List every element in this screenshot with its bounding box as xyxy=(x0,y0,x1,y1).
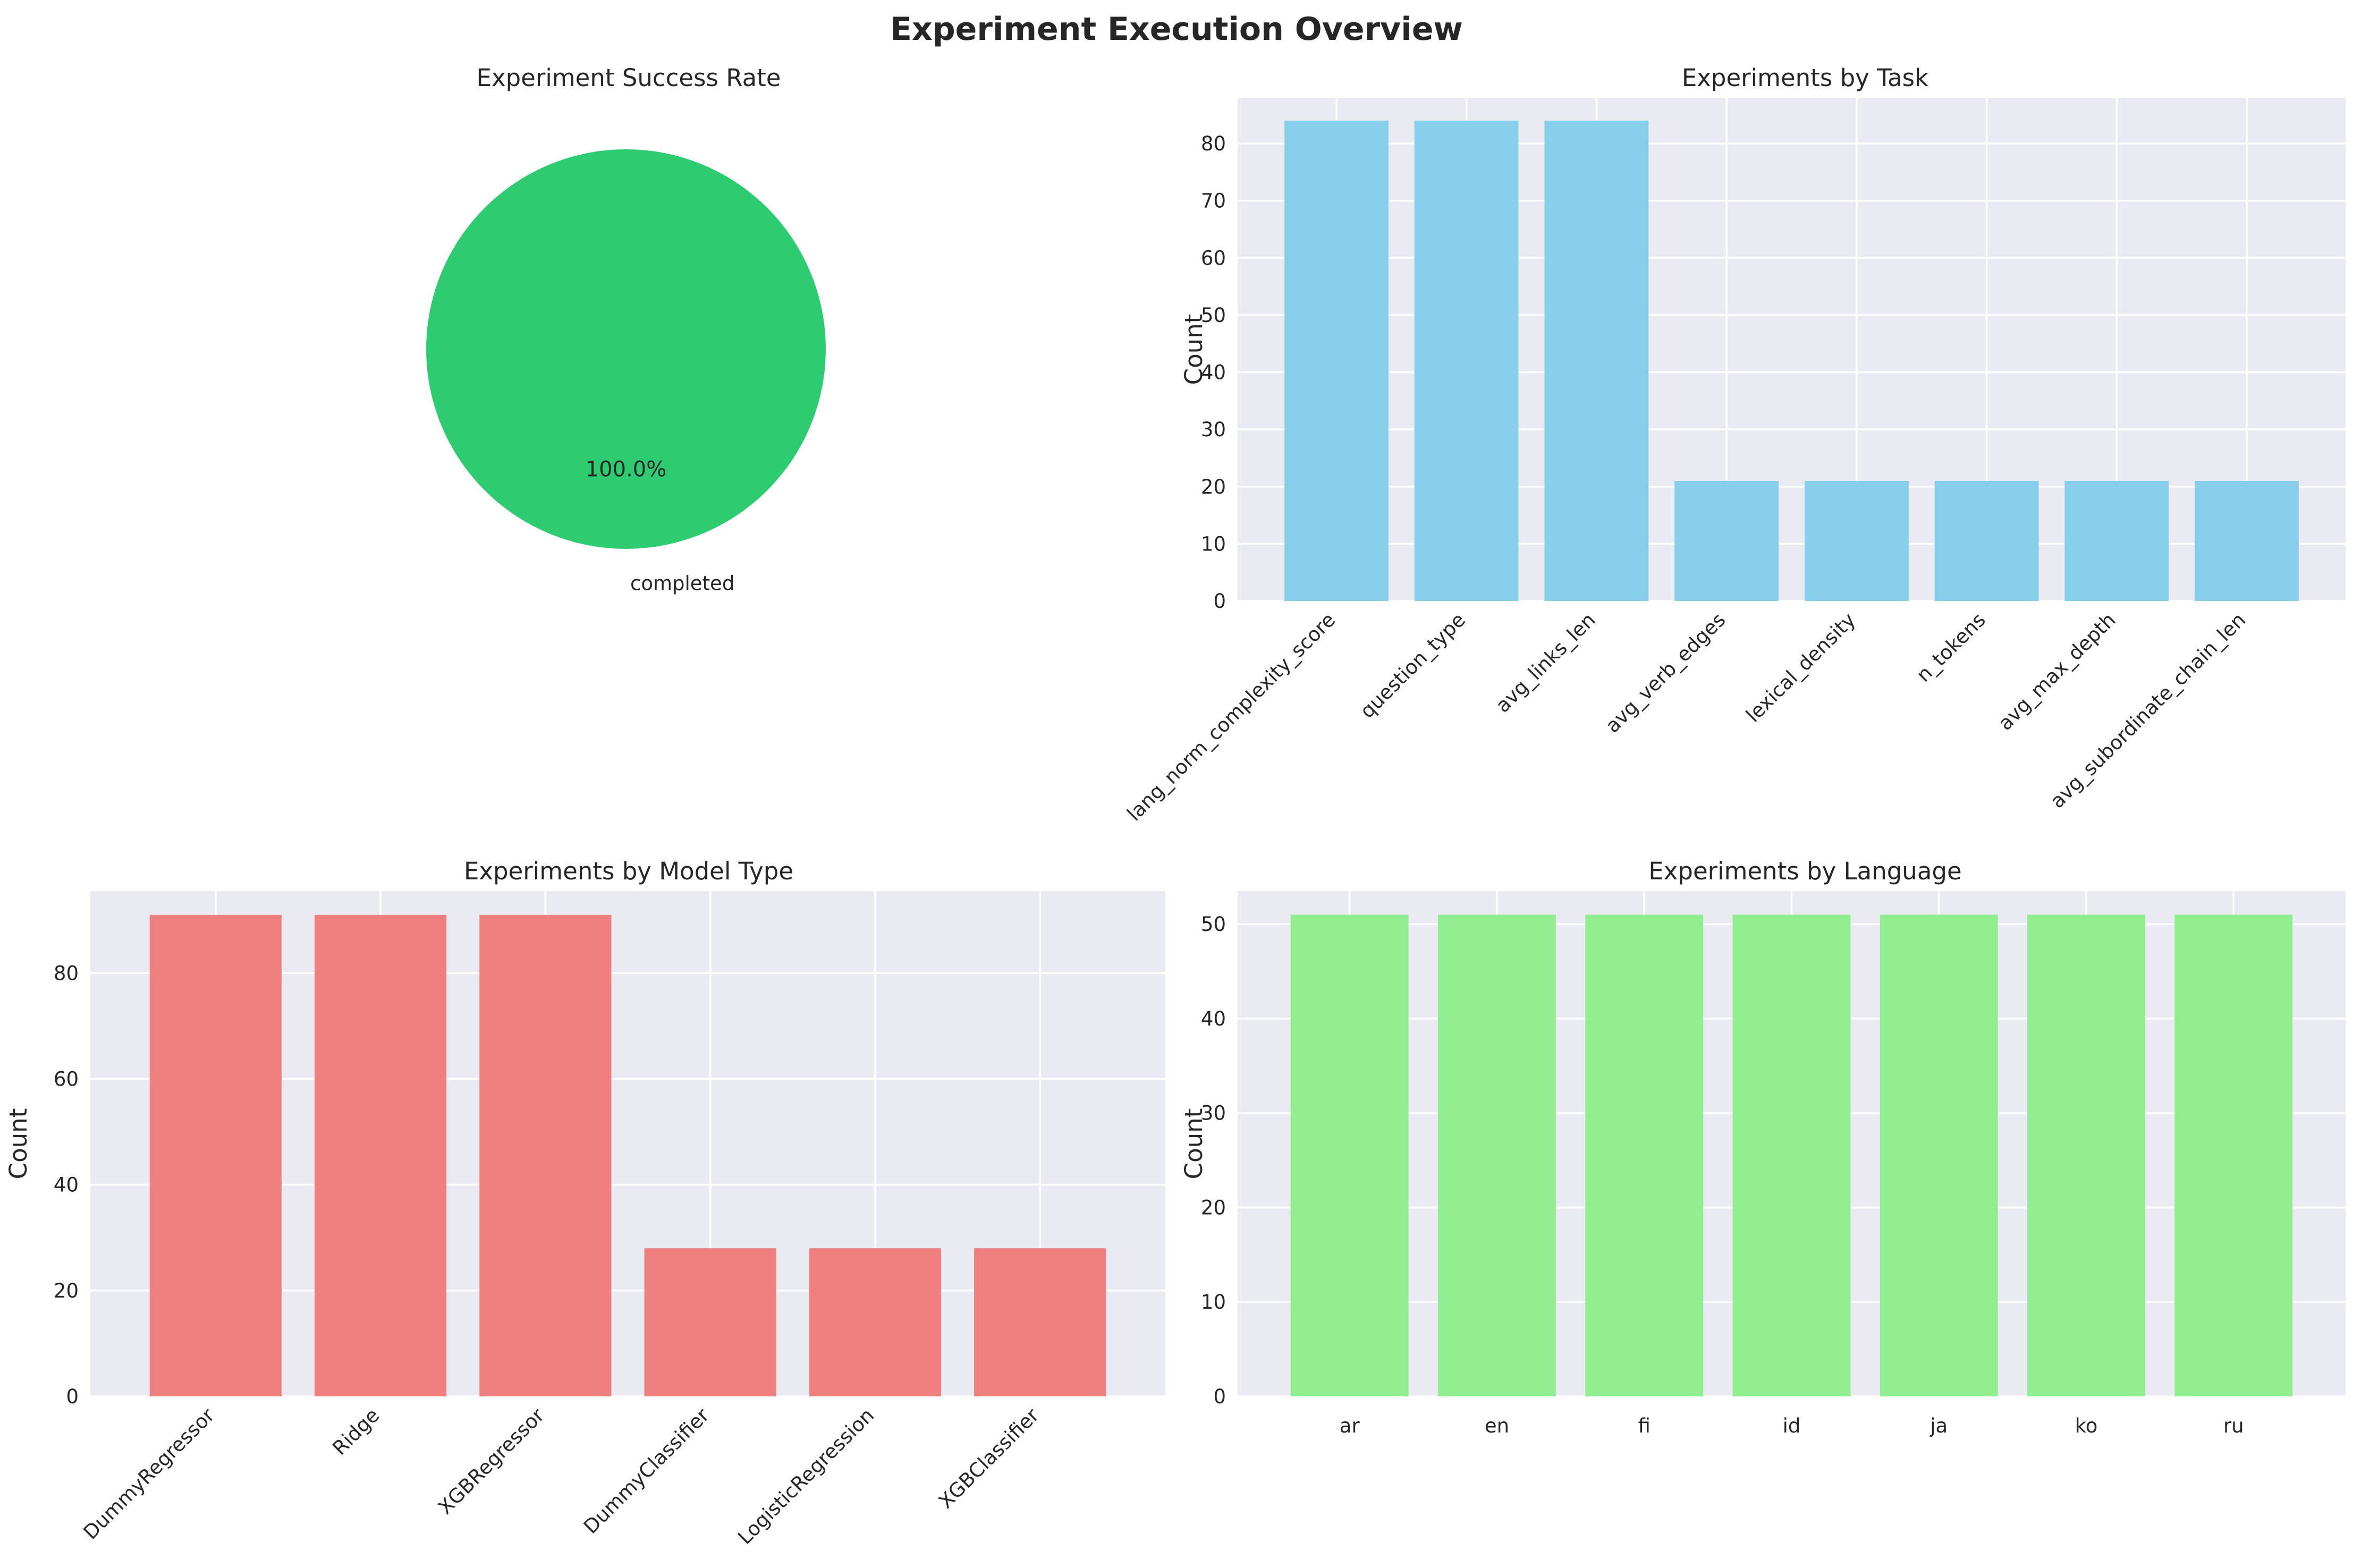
pie-percent-label: 100.0% xyxy=(586,457,667,482)
model-ylabel: Count xyxy=(4,1108,32,1180)
language-chart-title: Experiments by Language xyxy=(1648,857,1961,885)
language-xtick-ar: ar xyxy=(1340,1414,1360,1437)
bar-lexical-density xyxy=(1804,481,1909,601)
task-ytick-label: 20 xyxy=(1201,476,1226,498)
bar-logisticregression xyxy=(809,1248,942,1396)
pie-chart-title: Experiment Success Rate xyxy=(477,64,781,92)
task-ytick-label: 30 xyxy=(1201,418,1226,441)
language-ytick-label: 40 xyxy=(1201,1007,1226,1030)
language-xtick-fi: fi xyxy=(1638,1414,1651,1437)
task-ytick-label: 40 xyxy=(1201,361,1226,384)
pie-chart-success-rate: Experiment Success Rate completed 100.0% xyxy=(426,64,826,595)
bar-chart-by-model-type: Experiments by Model Type 020406080Dummy… xyxy=(4,857,1165,1549)
bar-avg-max-depth xyxy=(2064,481,2169,601)
model-ytick-label: 80 xyxy=(54,962,79,985)
task-plot-area xyxy=(1238,98,2346,601)
model-ytick-label: 60 xyxy=(54,1068,79,1091)
language-xtick-ja: ja xyxy=(1929,1414,1948,1437)
bar-ar xyxy=(1290,914,1409,1396)
bar-lang-norm-complexity-score xyxy=(1284,121,1389,601)
model-ytick-label: 0 xyxy=(66,1385,79,1408)
task-chart-title: Experiments by Task xyxy=(1682,64,1928,92)
figure-title: Experiment Execution Overview xyxy=(890,11,1463,48)
bar-xgbregressor xyxy=(479,914,612,1396)
model-ytick-label: 40 xyxy=(54,1174,79,1197)
bar-chart-by-language: Experiments by Language 0 10 20 30 40 50 ar en f… xyxy=(1180,857,2346,1437)
language-xtick-ru: ru xyxy=(2223,1414,2244,1437)
task-ytick-label: 80 xyxy=(1201,132,1226,155)
bar-ko xyxy=(2027,914,2145,1396)
language-xtick-ko: ko xyxy=(2075,1414,2098,1437)
bar-fi xyxy=(1585,914,1704,1396)
bar-question-type xyxy=(1414,121,1519,601)
bar-ridge xyxy=(314,914,447,1396)
bar-n-tokens xyxy=(1934,481,2039,601)
bar-dummyregressor xyxy=(149,914,282,1396)
bar-dummyclassifier xyxy=(644,1248,776,1396)
language-ylabel: Count xyxy=(1180,1108,1208,1180)
task-ytick-label: 10 xyxy=(1201,532,1226,555)
task-ytick-label: 70 xyxy=(1201,190,1226,213)
bar-avg-verb-edges xyxy=(1674,481,1779,601)
pie-label-completed: completed xyxy=(630,572,734,595)
task-ytick-label: 50 xyxy=(1201,304,1226,327)
model-chart-title: Experiments by Model Type xyxy=(464,857,793,885)
language-ytick-label: 20 xyxy=(1201,1196,1226,1219)
language-ytick-label: 30 xyxy=(1201,1102,1226,1125)
language-xtick-en: en xyxy=(1485,1414,1509,1437)
bar-avg-links-len xyxy=(1544,121,1649,601)
pie-slice-completed xyxy=(426,149,826,549)
task-ylabel: Count xyxy=(1180,314,1208,385)
language-ytick-label: 10 xyxy=(1201,1291,1226,1313)
bar-avg-subordinate-chain-len xyxy=(2195,481,2299,601)
bar-id xyxy=(1732,914,1851,1396)
task-ytick-label: 0 xyxy=(1213,590,1226,613)
bar-ja xyxy=(1880,914,1998,1396)
language-ytick-label: 0 xyxy=(1213,1385,1226,1408)
task-ytick-label: 60 xyxy=(1201,247,1226,269)
language-xtick-id: id xyxy=(1783,1414,1801,1437)
model-ytick-label: 20 xyxy=(54,1279,79,1302)
bar-en xyxy=(1438,914,1556,1396)
language-ytick-label: 50 xyxy=(1201,913,1226,936)
bar-xgbclassifier xyxy=(974,1248,1106,1396)
pie-slices: completed 100.0% xyxy=(426,149,826,595)
bar-ru xyxy=(2174,914,2293,1396)
